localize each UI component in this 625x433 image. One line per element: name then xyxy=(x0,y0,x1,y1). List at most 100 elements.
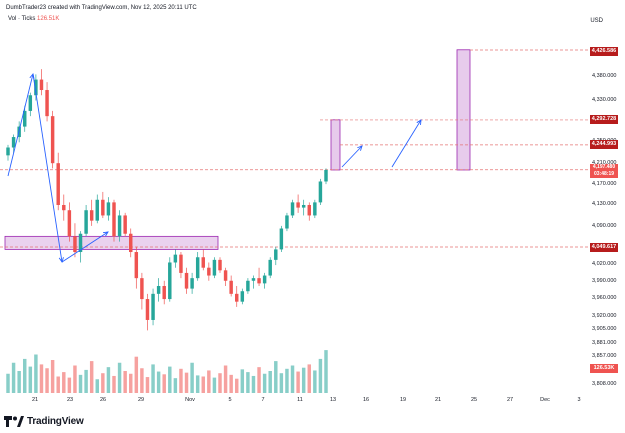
volume-bar xyxy=(28,366,33,393)
volume-bar xyxy=(39,364,44,393)
candle-body xyxy=(145,299,150,320)
candle-body xyxy=(6,147,10,156)
arrow-up-3 xyxy=(341,145,363,168)
candle-body xyxy=(307,204,311,216)
volume-bar xyxy=(123,371,127,393)
current-price-value: 4,197.480 xyxy=(592,164,616,170)
volume-bar xyxy=(184,372,189,393)
y-tick-label: 3,808.000 xyxy=(592,381,616,387)
volume-bar xyxy=(195,375,200,393)
volume-bar xyxy=(279,373,284,393)
x-tick-label: 23 xyxy=(67,397,73,403)
candle-body xyxy=(246,280,250,292)
y-tick-label: 4,210.000 xyxy=(592,160,616,166)
attribution-text: DumbTrader23 created with TradingView.co… xyxy=(6,5,197,11)
candle-body xyxy=(285,215,289,229)
candle-body xyxy=(168,262,172,300)
volume-bar xyxy=(246,372,250,393)
demand-zone xyxy=(4,235,219,250)
y-tick-label: 3,960.000 xyxy=(592,295,616,301)
volume-bar xyxy=(301,367,306,393)
volume-bar xyxy=(285,368,289,393)
candle-body xyxy=(223,270,228,281)
candle-body xyxy=(190,278,194,289)
time-axis: 21 23 26 29 Nov 5 7 11 13 16 19 21 25 27 Dec 3 xyxy=(32,397,581,403)
y-tick-label: 4,130.000 xyxy=(592,201,616,207)
candle-body xyxy=(173,254,178,263)
candle-body xyxy=(78,233,83,253)
volume-label: Vol · Ticks xyxy=(8,16,36,22)
volume-bar xyxy=(17,371,21,393)
volume-bar xyxy=(179,368,183,393)
candle-body xyxy=(201,257,205,268)
volume-value: 126.51K xyxy=(37,16,60,22)
candle-body xyxy=(212,259,217,276)
arrow-up-2-head xyxy=(102,231,109,237)
arrow-up-2 xyxy=(61,231,109,263)
volume-bar xyxy=(173,378,178,393)
x-tick-label: Dec xyxy=(540,397,550,403)
volume-bar xyxy=(307,364,311,393)
volume-bar xyxy=(145,377,150,393)
candle-body xyxy=(34,79,38,96)
price-tag-level-3: 4,244.993 xyxy=(590,140,618,149)
volume-bar xyxy=(106,367,111,393)
volume-bar xyxy=(84,369,88,393)
volume-bar xyxy=(201,376,205,393)
candle-body xyxy=(195,257,200,279)
candle-body xyxy=(84,210,88,234)
candle-body xyxy=(151,293,155,320)
candle-body xyxy=(313,202,317,216)
volume-bar xyxy=(218,373,222,393)
x-tick-label: 25 xyxy=(471,397,477,403)
volume-bar xyxy=(89,361,94,393)
candle-body xyxy=(106,202,111,216)
candle-body xyxy=(218,259,222,271)
volume-bar xyxy=(140,368,144,393)
volume-bar xyxy=(62,372,66,393)
volume-bar xyxy=(268,371,272,393)
y-tick-label: 4,020.000 xyxy=(592,261,616,267)
x-tick-label: Nov xyxy=(185,397,195,403)
x-tick-label: 26 xyxy=(100,397,106,403)
currency-label: USD xyxy=(590,18,603,24)
candle-body xyxy=(268,259,272,276)
candle-body xyxy=(45,90,49,117)
x-tick-label: 3 xyxy=(577,397,580,403)
candle-body xyxy=(73,236,77,253)
volume-legend: Vol · Ticks 126.51K xyxy=(8,16,59,22)
volume-bar xyxy=(190,362,194,393)
volume-bar xyxy=(73,365,77,393)
volume-bar xyxy=(262,373,267,393)
projection-zone-1 xyxy=(330,119,341,171)
volume-bar xyxy=(251,375,256,393)
candle-body xyxy=(28,95,33,111)
candle-body xyxy=(129,233,133,253)
price-tag-level-1: 4,426.586 xyxy=(590,47,618,56)
volume-bar xyxy=(67,377,72,393)
volume-bar xyxy=(95,379,99,393)
volume-bar xyxy=(11,362,16,393)
candle-body xyxy=(184,272,189,289)
projection-zone-2 xyxy=(456,49,471,171)
x-tick-label: 29 xyxy=(138,397,144,403)
candle-body xyxy=(62,204,66,211)
x-tick-label: 16 xyxy=(363,397,369,403)
candle-body xyxy=(50,116,55,164)
tradingview-logo[interactable]: TradingView xyxy=(4,414,84,428)
y-tick-label: 4,380.000 xyxy=(592,73,616,79)
volume-bar xyxy=(129,373,133,393)
volume-bar xyxy=(240,369,245,393)
x-tick-label: 21 xyxy=(435,397,441,403)
candlesticks xyxy=(6,69,328,331)
volume-bar xyxy=(229,374,233,393)
volume-bar xyxy=(290,365,295,393)
volume-bar xyxy=(101,373,105,393)
x-tick-label: 5 xyxy=(228,397,231,403)
x-tick-label: 19 xyxy=(400,397,406,403)
x-tick-label: 21 xyxy=(32,397,38,403)
tradingview-logo-icon xyxy=(4,415,24,427)
candle-body xyxy=(179,254,183,273)
volume-bar xyxy=(151,364,155,393)
